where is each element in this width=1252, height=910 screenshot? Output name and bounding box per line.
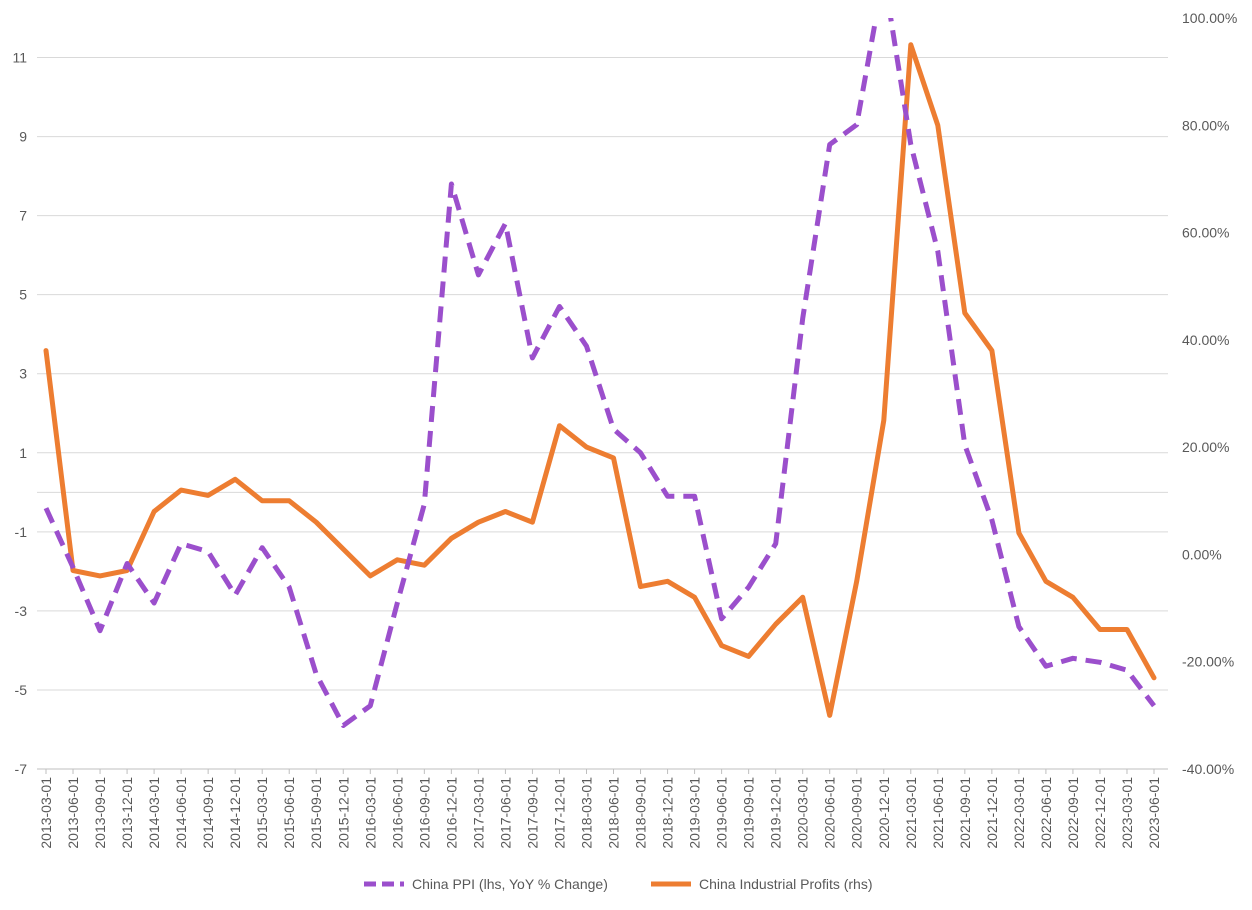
y-left-tick-label: 3 bbox=[19, 366, 27, 382]
x-tick-label: 2019-06-01 bbox=[714, 777, 730, 849]
gridlines bbox=[37, 57, 1168, 770]
y-right-tick-label: -20.00% bbox=[1182, 654, 1234, 670]
x-tick-label: 2021-03-01 bbox=[903, 777, 919, 849]
legend: China PPI (lhs, YoY % Change) China Indus… bbox=[364, 876, 873, 892]
y-left-tick-label: 7 bbox=[19, 208, 27, 224]
y-right-tick-label: 20.00% bbox=[1182, 439, 1229, 455]
x-tick-label: 2017-06-01 bbox=[497, 777, 513, 849]
y-left-tick-label: 5 bbox=[19, 287, 27, 303]
x-tick-label: 2022-12-01 bbox=[1092, 777, 1108, 849]
x-tick-label: 2018-06-01 bbox=[606, 777, 622, 849]
y-left-tick-label: -7 bbox=[15, 761, 28, 777]
y-right-tick-label: 0.00% bbox=[1182, 546, 1222, 562]
y-axis-right: -40.00% -20.00% 0.00% 20.00% 40.00% 60.00% 80.… bbox=[1182, 10, 1237, 777]
x-tick-label: 2015-06-01 bbox=[281, 777, 297, 849]
x-tick-label: 2021-09-01 bbox=[957, 777, 973, 849]
series-line-ppi bbox=[43, 18, 1156, 728]
x-tick-label: 2016-12-01 bbox=[443, 777, 459, 849]
x-tick-label: 2014-12-01 bbox=[227, 777, 243, 849]
legend-label: China PPI (lhs, YoY % Change) bbox=[412, 876, 608, 892]
series-lines bbox=[43, 18, 1157, 728]
x-tick-label: 2016-03-01 bbox=[362, 777, 378, 849]
y-left-tick-label: -5 bbox=[15, 682, 28, 698]
x-tick-label: 2020-12-01 bbox=[876, 777, 892, 849]
x-tick-label: 2015-03-01 bbox=[254, 777, 270, 849]
x-tick-label: 2015-12-01 bbox=[335, 777, 351, 849]
y-left-tick-label: -3 bbox=[15, 603, 28, 619]
x-tick-label: 2014-03-01 bbox=[146, 777, 162, 849]
x-tick-label: 2013-12-01 bbox=[119, 777, 135, 849]
legend-item-profits: China Industrial Profits (rhs) bbox=[651, 876, 873, 892]
x-tick-label: 2021-06-01 bbox=[930, 777, 946, 849]
x-tick-label: 2020-06-01 bbox=[822, 777, 838, 849]
series-line-profits bbox=[43, 42, 1157, 718]
y-right-tick-label: 60.00% bbox=[1182, 225, 1229, 241]
y-right-tick-label: 100.00% bbox=[1182, 10, 1237, 26]
x-tick-label: 2023-06-01 bbox=[1146, 777, 1162, 849]
x-tick-label: 2016-09-01 bbox=[416, 777, 432, 849]
x-tick-label: 2014-09-01 bbox=[200, 777, 216, 849]
x-tick-label: 2017-03-01 bbox=[470, 777, 486, 849]
y-left-tick-label: 9 bbox=[19, 129, 27, 145]
x-tick-label: 2018-09-01 bbox=[633, 777, 649, 849]
x-tick-label: 2021-12-01 bbox=[984, 777, 1000, 849]
x-tick-label: 2013-06-01 bbox=[65, 777, 81, 849]
x-tick-label: 2022-09-01 bbox=[1065, 777, 1081, 849]
x-tick-label: 2020-03-01 bbox=[795, 777, 811, 849]
y-right-tick-label: 80.00% bbox=[1182, 117, 1229, 133]
x-tick-label: 2014-06-01 bbox=[173, 777, 189, 849]
legend-label: China Industrial Profits (rhs) bbox=[699, 876, 873, 892]
y-right-tick-label: -40.00% bbox=[1182, 761, 1234, 777]
y-left-tick-label: -1 bbox=[15, 524, 28, 540]
x-tick-label: 2018-03-01 bbox=[578, 777, 594, 849]
x-tick-label: 2022-06-01 bbox=[1038, 777, 1054, 849]
x-tick-label: 2019-09-01 bbox=[741, 777, 757, 849]
x-tick-label: 2013-03-01 bbox=[38, 777, 54, 849]
x-tick-label: 2017-09-01 bbox=[524, 777, 540, 849]
legend-item-ppi: China PPI (lhs, YoY % Change) bbox=[364, 876, 608, 892]
x-tick-label: 2017-12-01 bbox=[551, 777, 567, 849]
y-axis-left: -7 -5 -3 -1 1 3 5 7 9 11 bbox=[12, 50, 27, 777]
x-tick-label: 2016-06-01 bbox=[389, 777, 405, 849]
x-tick-label: 2019-12-01 bbox=[768, 777, 784, 849]
x-tick-label: 2013-09-01 bbox=[92, 777, 108, 849]
y-left-tick-label: 11 bbox=[12, 50, 27, 66]
x-tick-label: 2020-09-01 bbox=[849, 777, 865, 849]
x-tick-label: 2018-12-01 bbox=[660, 777, 676, 849]
x-tick-label: 2022-03-01 bbox=[1011, 777, 1027, 849]
x-tick-label: 2015-09-01 bbox=[308, 777, 324, 849]
y-right-tick-label: 40.00% bbox=[1182, 332, 1229, 348]
x-tick-label: 2019-03-01 bbox=[687, 777, 703, 849]
x-tick-label: 2023-03-01 bbox=[1119, 777, 1135, 849]
x-axis: 2013-03-01 2013-06-01 2013-09-01 2013-12-01… bbox=[37, 768, 1168, 849]
y-left-tick-label: 1 bbox=[19, 445, 27, 461]
